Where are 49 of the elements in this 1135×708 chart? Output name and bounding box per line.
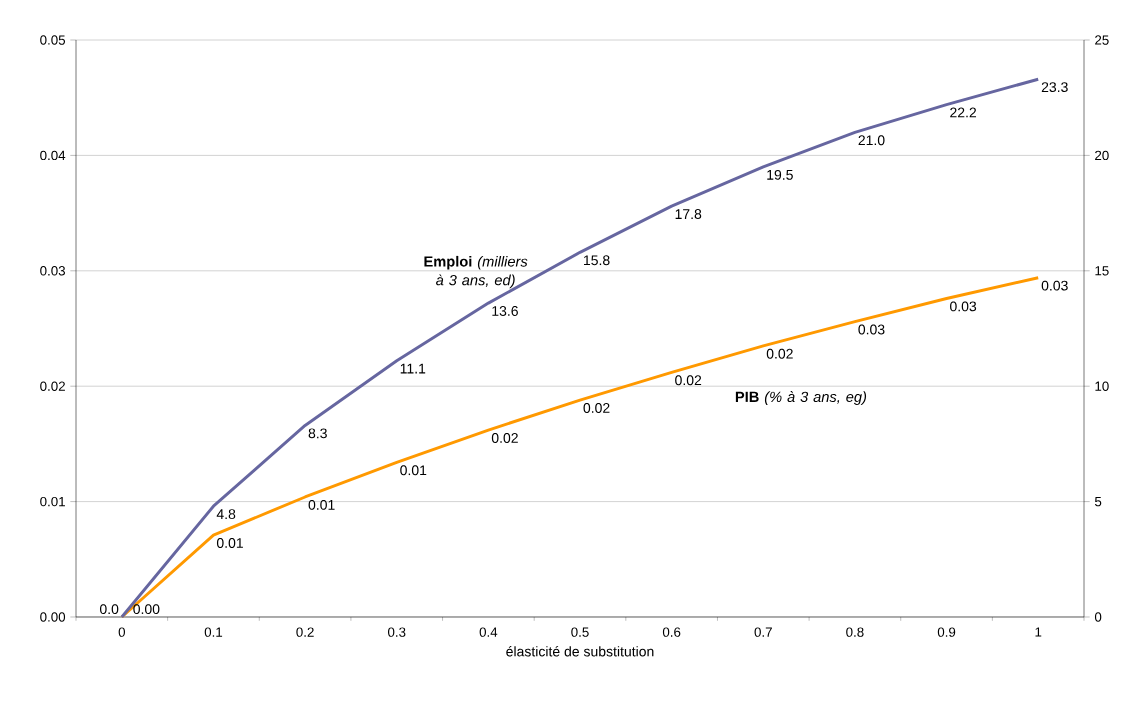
data-label: 0.02 [491, 433, 518, 443]
data-label: 23.3 [1041, 82, 1068, 93]
x-tick-label: 0.1 [204, 627, 223, 637]
data-label: 19.5 [767, 169, 793, 180]
y-tick-label: 0.03 [40, 266, 66, 276]
x-tick-label: 0.3 [387, 627, 406, 637]
x-tick-label: 0.6 [662, 627, 681, 637]
y-tick-label: 0.00 [40, 612, 66, 622]
data-label: 0.0 [99, 604, 119, 615]
y2-tick-label: 25 [1095, 35, 1109, 45]
y2-tick-label: 0 [1094, 612, 1102, 622]
y-tick-label: 0.01 [40, 496, 65, 507]
data-label: 0.02 [583, 402, 610, 413]
data-label: 8.3 [308, 428, 327, 439]
data-label: 0.01 [216, 538, 243, 548]
x-tick-label: 0.2 [296, 627, 314, 637]
x-tick-label: 0.9 [937, 627, 956, 637]
x-tick-label: 1 [1035, 627, 1042, 637]
data-label: 0.03 [858, 324, 885, 335]
data-label: 0.02 [766, 348, 793, 359]
data-label: 0.03 [950, 301, 977, 312]
data-label: 4.8 [216, 509, 236, 520]
y-tick-label: 0.05 [40, 35, 66, 45]
data-label: 0.01 [400, 465, 427, 476]
data-label: 0.02 [675, 375, 702, 386]
y2-tick-label: 5 [1094, 496, 1102, 507]
data-label: 0.01 [308, 499, 335, 510]
data-label: 0.03 [1041, 280, 1068, 291]
y2-tick-label: 15 [1095, 266, 1109, 276]
data-label: 17.8 [675, 209, 702, 220]
y-tick-label: 0.02 [40, 381, 65, 391]
y2-tick-label: 20 [1095, 150, 1109, 161]
y2-tick-label: 10 [1095, 381, 1109, 391]
data-label: 15.8 [584, 255, 610, 266]
y-tick-label: 0.04 [40, 150, 66, 161]
data-label: 21.0 [858, 135, 885, 146]
data-label: 13.6 [492, 306, 518, 316]
x-axis-title: élasticité de substitution [506, 646, 654, 657]
x-tick-label: 0.5 [571, 627, 589, 637]
x-tick-label: 0.4 [479, 627, 498, 637]
text: PIB (% à 3 ans, eg) [735, 391, 867, 405]
data-label: 0.00 [133, 604, 160, 615]
x-tick-label: 0.7 [754, 627, 772, 637]
line-series [120, 77, 1040, 619]
x-tick-label: 0.8 [846, 627, 864, 637]
data-label: 11.1 [400, 363, 426, 374]
data-label: 22.2 [950, 107, 977, 118]
series-label: Emploi (milliers à 3 ans, ed) [424, 255, 528, 289]
x-tick-label: 0 [118, 627, 126, 637]
